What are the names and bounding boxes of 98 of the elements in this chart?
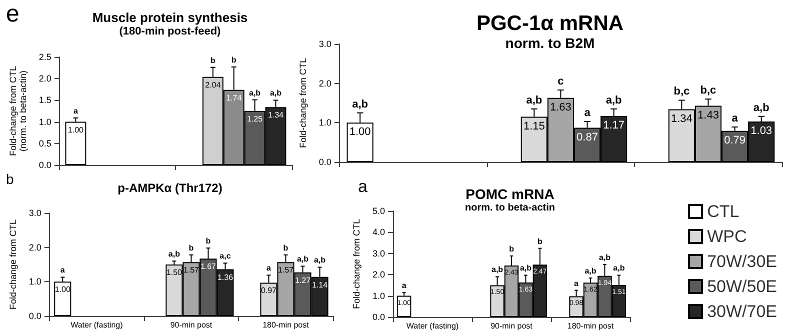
y-axis-title: Fold-change from CTL [352,218,362,310]
y-tick-label: 2.0 [28,242,42,252]
annotation: a [574,278,580,288]
chart-subtitle: norm. to B2M [505,35,595,51]
x-tick-label: 180-min post [262,320,310,330]
data-label: 1.36 [217,272,234,282]
text: a [358,177,368,196]
y-tick-label: 1.0 [38,116,52,127]
y-tick-label: 1.5 [38,95,52,106]
annotation: a [73,106,78,116]
annotation: b [509,244,514,254]
y-tick-label: 3.0 [372,248,385,258]
x-tick-label: 90-min post [490,322,534,330]
annotation: a,b [249,88,261,98]
annotation: a [732,112,739,124]
annotation: a,b [492,265,504,274]
annotation: a [266,264,272,273]
legend-label: WPC [707,227,747,246]
x-tick-label: Water (fasting) [70,320,124,330]
annotation: a,c [220,252,232,261]
y-tick-label: 3.0 [28,208,42,218]
data-label: 1.34 [268,110,284,120]
legend-label: 70W/30E [707,252,778,271]
data-label: 1.00 [68,125,84,134]
x-tick-label: 180-min post [567,322,614,330]
data-label: 1.74 [226,93,242,102]
y-axis-title: Fold-change from CTL (norm. to beta-actin) [8,66,28,156]
text: b [6,171,14,187]
data-label: 1.57 [183,266,200,275]
annotation: b [188,243,194,252]
y-tick-label: 2.0 [372,270,385,280]
y-tick-label: 0.0 [28,311,42,321]
data-label: 1.15 [523,120,545,132]
data-label: 1.63 [550,101,572,114]
annotation: a,b [613,264,625,273]
annotation: a,b [270,88,282,98]
annotation: b [537,236,542,246]
data-label: 1.67 [200,262,217,272]
data-label: 0.97 [260,286,278,296]
chart-title: Muscle protein synthesis [92,10,248,25]
data-label: 1.57 [278,266,294,275]
legend-label: 30W/70E [707,302,778,321]
annotation: b [206,236,211,246]
annotation: a,b [526,94,542,106]
y-tick-label: 1.0 [28,276,42,287]
y-tick-label: 5.0 [372,206,385,216]
y-tick-label: 2.0 [318,78,332,88]
chart-title: p-AMPKα (Thr172) [118,181,222,195]
y-tick-label: 0.5 [38,138,52,148]
y-axis-title: Fold-change from CTL [8,219,18,310]
y-tick-label: 0.0 [38,160,52,170]
annotation: a [60,266,66,275]
y-tick-label: 3.0 [318,39,332,49]
y-tick-label: 0.0 [318,157,332,167]
legend-label: 50W/50E [707,277,778,296]
data-label: 0.87 [576,131,598,144]
data-label: 1.25 [246,114,264,124]
annotation: b [231,55,236,64]
data-label: 1.27 [294,276,312,285]
annotation: c [558,76,564,88]
annotation: a,b [584,266,596,276]
annotation: a,b [753,102,770,114]
x-tick-label: Water (fasting) [406,322,459,330]
data-label: 1.03 [750,124,772,137]
annotation: a [584,106,592,119]
data-label: 0.79 [724,134,746,146]
annotation: a [402,281,407,290]
annotation: a,b [606,94,622,106]
annotation: b,c [700,84,716,97]
annotation: a,b [352,98,368,110]
data-label: 1.17 [603,119,625,132]
annotation: a,b [520,264,532,273]
y-axis-title: Fold-change from CTL [298,58,308,148]
annotation: a,b [314,256,326,265]
chart-title: PGC-1α mRNA [476,12,624,35]
y-tick-label: 0.0 [372,312,385,322]
x-tick-label: 90-min post [170,320,213,330]
chart-subtitle: norm. to beta-actin [464,202,556,214]
data-label: 1.00 [349,126,371,138]
y-tick-label: 4.0 [372,227,385,238]
chart-subtitle: (180-min post-feed) [119,26,222,38]
chart-title: POMC mRNA [466,186,554,202]
annotation: a,b [168,250,180,259]
data-label: 1.14 [312,280,328,290]
y-tick-label: 1.0 [372,290,385,301]
annotation: b [210,56,216,65]
data-label: 1.34 [670,112,692,125]
y-tick-label: 1.0 [318,118,332,128]
annotation: a,b [296,254,309,264]
data-label: 2.04 [205,80,222,90]
text: e [6,0,20,28]
y-tick-label: 2.0 [38,74,52,84]
annotation: a,b [598,252,611,262]
y-tick-label: 2.5 [38,52,52,62]
annotation: b [283,243,288,252]
data-label: 1.43 [698,109,719,122]
legend-label: CTL [707,202,740,221]
annotation: b,c [674,86,690,98]
